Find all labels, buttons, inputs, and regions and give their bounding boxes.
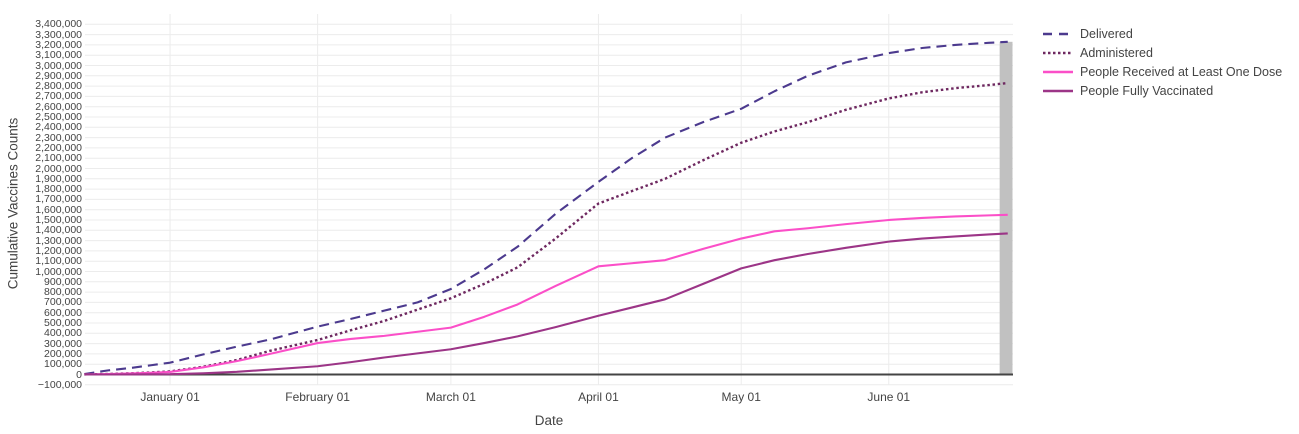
legend-label: Delivered <box>1080 26 1133 41</box>
solid-line-swatch-icon <box>1043 89 1073 92</box>
y-tick-label: 3,000,000 <box>35 59 82 72</box>
legend-label: People Received at Least One Dose <box>1080 64 1283 79</box>
y-tick-label: 2,100,000 <box>35 152 82 165</box>
y-tick-label: 2,700,000 <box>35 90 82 103</box>
legend-item-delivered[interactable]: Delivered <box>1043 24 1282 43</box>
x-axis-title: Date <box>534 413 564 428</box>
y-tick-label: 1,500,000 <box>35 214 82 226</box>
y-tick-label: 500,000 <box>44 317 82 329</box>
series-line-administered[interactable] <box>84 81 1008 376</box>
y-tick-label: 2,200,000 <box>35 141 82 154</box>
x-tick-label: June 01 <box>867 390 911 404</box>
y-tick-label: 2,500,000 <box>35 111 82 123</box>
y-tick-label: 1,100,000 <box>35 255 82 268</box>
y-tick-label: 3,100,000 <box>35 49 82 62</box>
y-tick-label: 2,000,000 <box>35 162 82 175</box>
x-tick-label: February 01 <box>285 390 350 404</box>
y-tick-label: 400,000 <box>44 327 82 340</box>
y-tick-label: 200,000 <box>44 347 82 360</box>
y-tick-label: 1,300,000 <box>35 234 82 247</box>
y-tick-label: 2,300,000 <box>35 131 82 144</box>
legend-label: People Fully Vaccinated <box>1080 83 1214 98</box>
y-tick-label: 2,900,000 <box>35 69 82 82</box>
y-tick-label: 3,200,000 <box>35 38 82 51</box>
y-tick-label: 800,000 <box>44 286 82 299</box>
y-tick-label: 1,400,000 <box>35 224 82 237</box>
legend: Delivered Administered People Received a… <box>1043 24 1282 100</box>
y-tick-label: 0 <box>76 368 82 381</box>
legend-item-one-dose[interactable]: People Received at Least One Dose <box>1043 62 1282 81</box>
y-tick-label: 300,000 <box>44 337 82 350</box>
x-tick-label: April 01 <box>578 390 619 404</box>
dotted-line-swatch-icon <box>1043 51 1073 54</box>
y-tick-label: 2,800,000 <box>35 80 82 93</box>
y-tick-label: 3,400,000 <box>35 18 82 31</box>
y-tick-label: 1,600,000 <box>35 203 82 216</box>
y-tick-label: 1,000,000 <box>35 265 82 278</box>
y-tick-label: 1,800,000 <box>35 183 82 196</box>
series-line-people-fully-vaccinated[interactable] <box>84 232 1008 376</box>
y-tick-label: 1,900,000 <box>35 172 82 185</box>
y-tick-label: 2,600,000 <box>35 100 82 113</box>
y-tick-label: 700,000 <box>44 296 82 309</box>
series-line-delivered[interactable] <box>84 40 1008 376</box>
y-tick-label: 3,300,000 <box>35 28 82 41</box>
y-tick-label: 2,400,000 <box>35 121 82 134</box>
x-tick-label: March 01 <box>425 390 476 404</box>
latest-date-highlight-bar <box>999 41 1013 375</box>
x-tick-label: January 01 <box>140 390 200 404</box>
y-tick-label: 600,000 <box>44 306 82 319</box>
y-tick-label: 1,700,000 <box>35 193 82 206</box>
series-line-people-received-at-least-one-dose[interactable] <box>84 213 1008 376</box>
dashed-line-swatch-icon <box>1043 32 1073 35</box>
y-tick-label: 900,000 <box>44 275 82 288</box>
y-tick-label: 100,000 <box>44 358 82 371</box>
y-tick-label: −100,000 <box>37 378 82 391</box>
y-axis-title: Cumulative Vaccines Counts <box>5 117 21 290</box>
legend-label: Administered <box>1080 45 1153 60</box>
y-tick-label: 1,200,000 <box>35 244 82 257</box>
legend-item-fully-vaccinated[interactable]: People Fully Vaccinated <box>1043 81 1282 100</box>
solid-line-swatch-icon <box>1043 70 1073 73</box>
x-tick-label: May 01 <box>721 390 761 404</box>
legend-item-administered[interactable]: Administered <box>1043 43 1282 62</box>
